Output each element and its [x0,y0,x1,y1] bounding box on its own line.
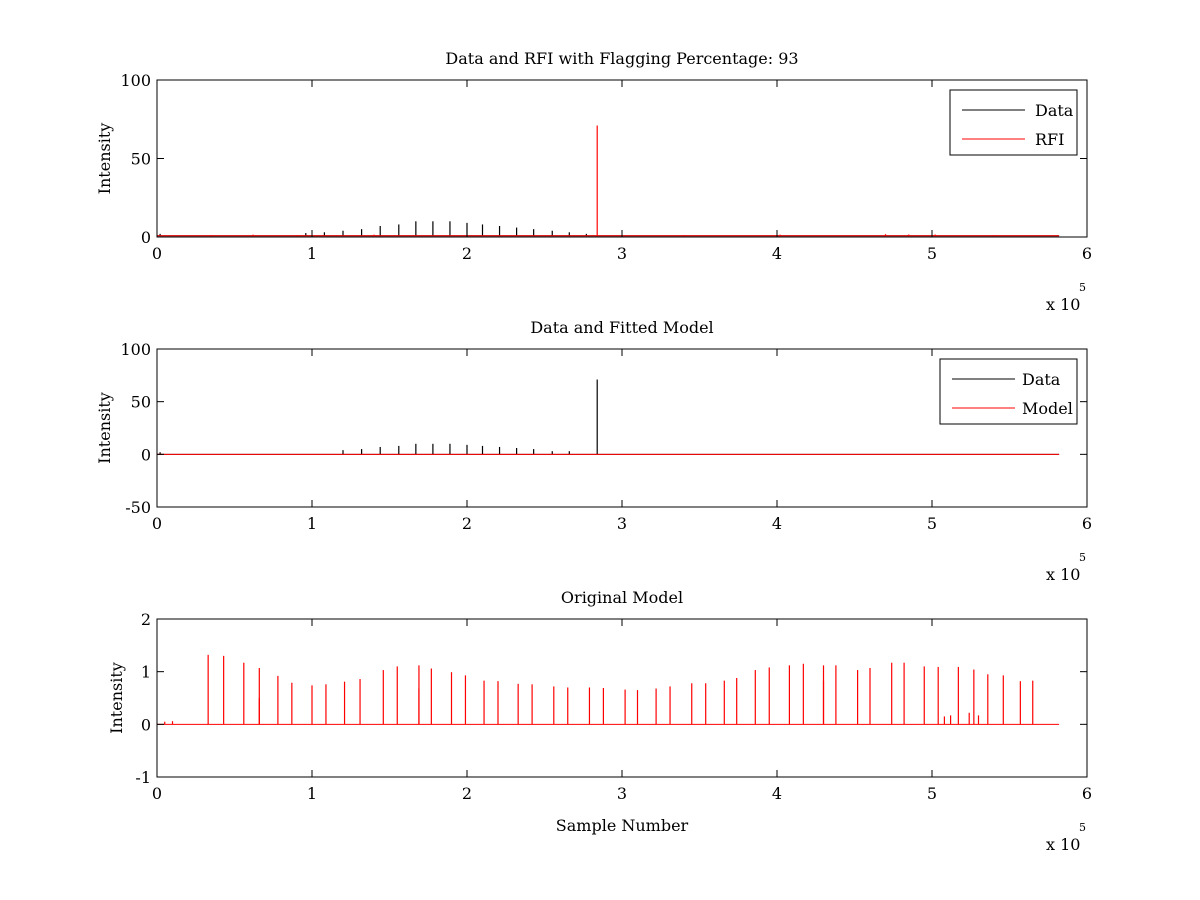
subplot-title: Original Model [561,588,683,607]
legend-label: Model [1022,399,1073,418]
y-tick-label: 1 [141,663,151,682]
x-tick-label: 0 [152,244,162,263]
x-exponent-label: x 10 [1046,295,1080,314]
x-tick-label: 3 [617,244,627,263]
series-group [157,654,1060,725]
x-tick-label: 2 [462,244,472,263]
x-tick-label: 0 [152,514,162,533]
subplot-title: Data and RFI with Flagging Percentage: 9… [445,49,798,68]
y-axis-label: Intensity [95,392,114,464]
y-tick-label: 2 [141,610,151,629]
x-tick-label: 5 [927,514,937,533]
legend-box [949,89,1078,156]
x-exponent-power: 5 [1079,551,1086,564]
x-tick-label: 1 [307,784,317,803]
x-tick-label: 4 [772,244,782,263]
x-tick-label: 2 [462,514,472,533]
x-exponent-power: 5 [1079,281,1086,294]
y-tick-label: 0 [141,445,151,464]
legend-label: Data [1035,101,1074,120]
x-tick-label: 6 [1082,244,1092,263]
legend-box [939,358,1078,425]
y-axis-label: Intensity [95,123,114,195]
series-group [157,379,1060,455]
y-tick-label: -50 [125,498,151,517]
legend: Data RFI [949,89,1078,156]
x-tick-label: 4 [772,514,782,533]
x-tick-label: 5 [927,244,937,263]
x-tick-label: 3 [617,514,627,533]
series-group [157,125,1060,237]
y-axis-label: Intensity [107,662,126,734]
x-exponent-power: 5 [1079,821,1086,834]
x-tick-label: 4 [772,784,782,803]
y-tick-label: 0 [141,715,151,734]
legend-label: Data [1022,370,1061,389]
x-tick-label: 1 [307,244,317,263]
y-tick-label: 100 [120,71,151,90]
legend: Data Model [939,358,1078,425]
x-axis-label: Sample Number [556,816,689,835]
x-exponent-label: x 10 [1046,835,1080,854]
y-tick-label: 50 [131,393,151,412]
x-tick-label: 1 [307,514,317,533]
y-tick-label: -1 [135,768,151,787]
x-tick-label: 3 [617,784,627,803]
x-tick-label: 6 [1082,514,1092,533]
x-tick-label: 0 [152,784,162,803]
x-tick-label: 2 [462,784,472,803]
subplot-title: Data and Fitted Model [530,318,713,337]
y-tick-label: 100 [120,340,151,359]
y-tick-label: 0 [141,228,151,247]
x-tick-label: 5 [927,784,937,803]
x-tick-label: 6 [1082,784,1092,803]
legend-label: RFI [1035,130,1064,149]
y-tick-label: 50 [131,150,151,169]
x-exponent-label: x 10 [1046,565,1080,584]
